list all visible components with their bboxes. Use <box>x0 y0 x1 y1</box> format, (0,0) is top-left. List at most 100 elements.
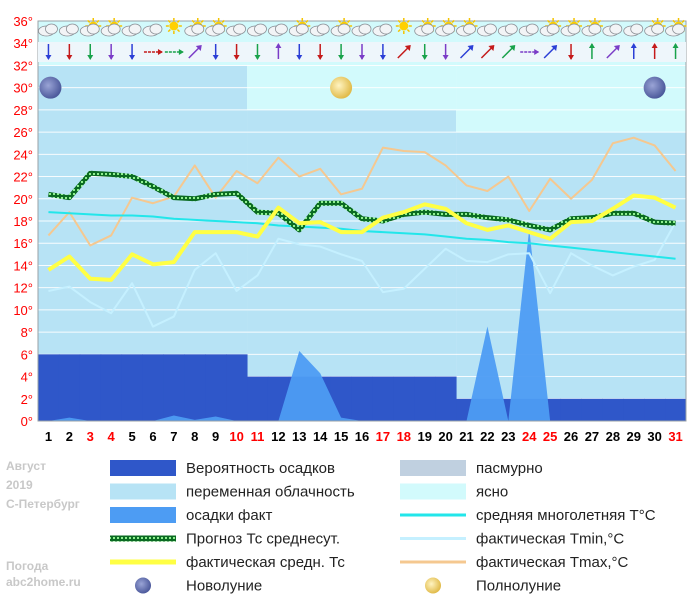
sun-ray <box>397 19 401 23</box>
arrow-head <box>551 45 558 51</box>
sun-ray <box>191 19 195 23</box>
full-moon-icon <box>425 577 441 594</box>
arrow-head <box>87 55 94 60</box>
legend-item: фактическая Tmin,°C <box>400 531 624 548</box>
cloud-shape <box>337 23 351 35</box>
precip-probability-bar <box>184 354 206 421</box>
x-tick-label: 19 <box>417 429 431 444</box>
arrow-head <box>651 43 658 48</box>
arrow-head <box>467 45 474 51</box>
x-tick-label: 1 <box>45 429 52 444</box>
new-moon-marker <box>643 76 666 99</box>
y-tick-label: 20° <box>13 192 33 207</box>
arrow-head <box>359 55 365 60</box>
x-tick-label: 13 <box>292 429 306 444</box>
wind-arrow-icon <box>630 43 637 59</box>
arrow-head <box>129 55 136 60</box>
y-tick-label: 30° <box>13 81 33 96</box>
sun-ray <box>597 19 602 23</box>
y-tick-label: 34° <box>13 36 33 51</box>
partly-sunny-icon <box>539 18 562 37</box>
x-tick-label: 22 <box>480 429 494 444</box>
sun-ray <box>406 29 410 33</box>
precip-probability-bar <box>226 354 248 421</box>
sun-ray <box>347 19 351 23</box>
cloud-shape <box>651 23 665 35</box>
cloud-shape <box>484 23 497 35</box>
cloud-shape <box>525 23 539 35</box>
arrow-head <box>379 55 386 60</box>
arrow-head <box>178 49 184 55</box>
sun-ray <box>651 19 655 23</box>
sun-ray <box>681 19 685 23</box>
sun-ray <box>176 29 181 33</box>
cloudy-icon <box>247 23 267 37</box>
wind-arrow-icon <box>543 45 558 59</box>
cloudy-icon <box>226 23 246 37</box>
legend-label: средняя многолетняя T°C <box>476 507 656 524</box>
legend-item: Полнолуние <box>425 577 561 595</box>
cloud-shape <box>630 23 644 35</box>
axes: 0° 2° 4° 6° 8° 10° 12° 14° 16° 18° 20° 22° 24° 26° 28°… <box>13 14 682 444</box>
legend: Вероятность осадков пасмурно переменная об… <box>110 460 656 595</box>
partly-sunny-icon <box>456 18 478 37</box>
legend-label: Новолуние <box>186 578 262 595</box>
weather-icon-strip <box>38 18 687 62</box>
precip-probability-bar <box>79 354 102 421</box>
wind-arrow-icon <box>188 45 202 59</box>
partly-sunny-icon <box>665 18 687 37</box>
partly-sunny-icon <box>644 18 666 37</box>
sun-ray <box>672 19 676 23</box>
wind-arrow-icon <box>568 44 575 60</box>
side-caption-line: 2019 <box>6 478 33 492</box>
legend-swatch <box>110 460 176 476</box>
x-tick-label: 28 <box>606 429 620 444</box>
legend-swatch <box>110 483 176 500</box>
wind-arrow-icon <box>164 49 184 55</box>
sun-ray <box>337 19 342 23</box>
cloudy-icon <box>518 23 539 37</box>
x-tick-label: 17 <box>376 429 390 444</box>
legend-item: переменная облачность <box>110 483 355 501</box>
x-tick-label: 5 <box>128 429 135 444</box>
cloud-shape <box>421 23 435 35</box>
y-tick-label: 32° <box>13 58 33 73</box>
sun-ray <box>442 19 446 23</box>
wind-arrow-icon <box>501 45 516 59</box>
x-tick-label: 3 <box>87 429 94 444</box>
arrow-head <box>568 55 575 60</box>
wind-arrow-icon <box>66 44 73 60</box>
forecast-avg-line <box>48 170 676 233</box>
wind-arrow-icon <box>606 45 620 59</box>
cloud-shape <box>274 23 288 35</box>
sun-ray <box>451 19 455 23</box>
cloudy-icon <box>58 23 79 37</box>
sun-ray <box>107 19 112 23</box>
y-tick-label: 0° <box>21 414 33 429</box>
x-tick-label: 14 <box>313 429 328 444</box>
arrow-head <box>338 55 345 60</box>
legend-label: пасмурно <box>476 460 543 477</box>
wind-arrow-icon <box>212 44 219 60</box>
wind-arrow-icon <box>421 44 428 60</box>
side-caption: Август 2019 С-Петербург Погода abc2home.ru <box>6 459 81 589</box>
cloudy-icon <box>477 23 497 37</box>
legend-label: фактическая средн. Тс <box>186 554 345 571</box>
y-tick-label: 10° <box>13 303 33 318</box>
cloud-shape <box>358 23 372 35</box>
cloud-shape <box>546 23 560 35</box>
y-tick-label: 14° <box>13 258 33 273</box>
sun-ray <box>221 19 225 23</box>
sun-ray <box>176 19 181 23</box>
arrow-head <box>588 43 595 48</box>
arrow-head <box>45 55 52 60</box>
cloud-shape <box>149 23 163 35</box>
sun-ray <box>546 19 551 23</box>
wind-arrow-icon <box>143 49 163 55</box>
precip-probability-bar <box>58 354 81 421</box>
partly-sunny-icon <box>435 18 457 37</box>
legend-label: осадки факт <box>186 507 272 524</box>
arrow-head <box>108 55 115 60</box>
cloudy-icon <box>372 23 393 37</box>
precip-probability-bar <box>623 398 645 421</box>
